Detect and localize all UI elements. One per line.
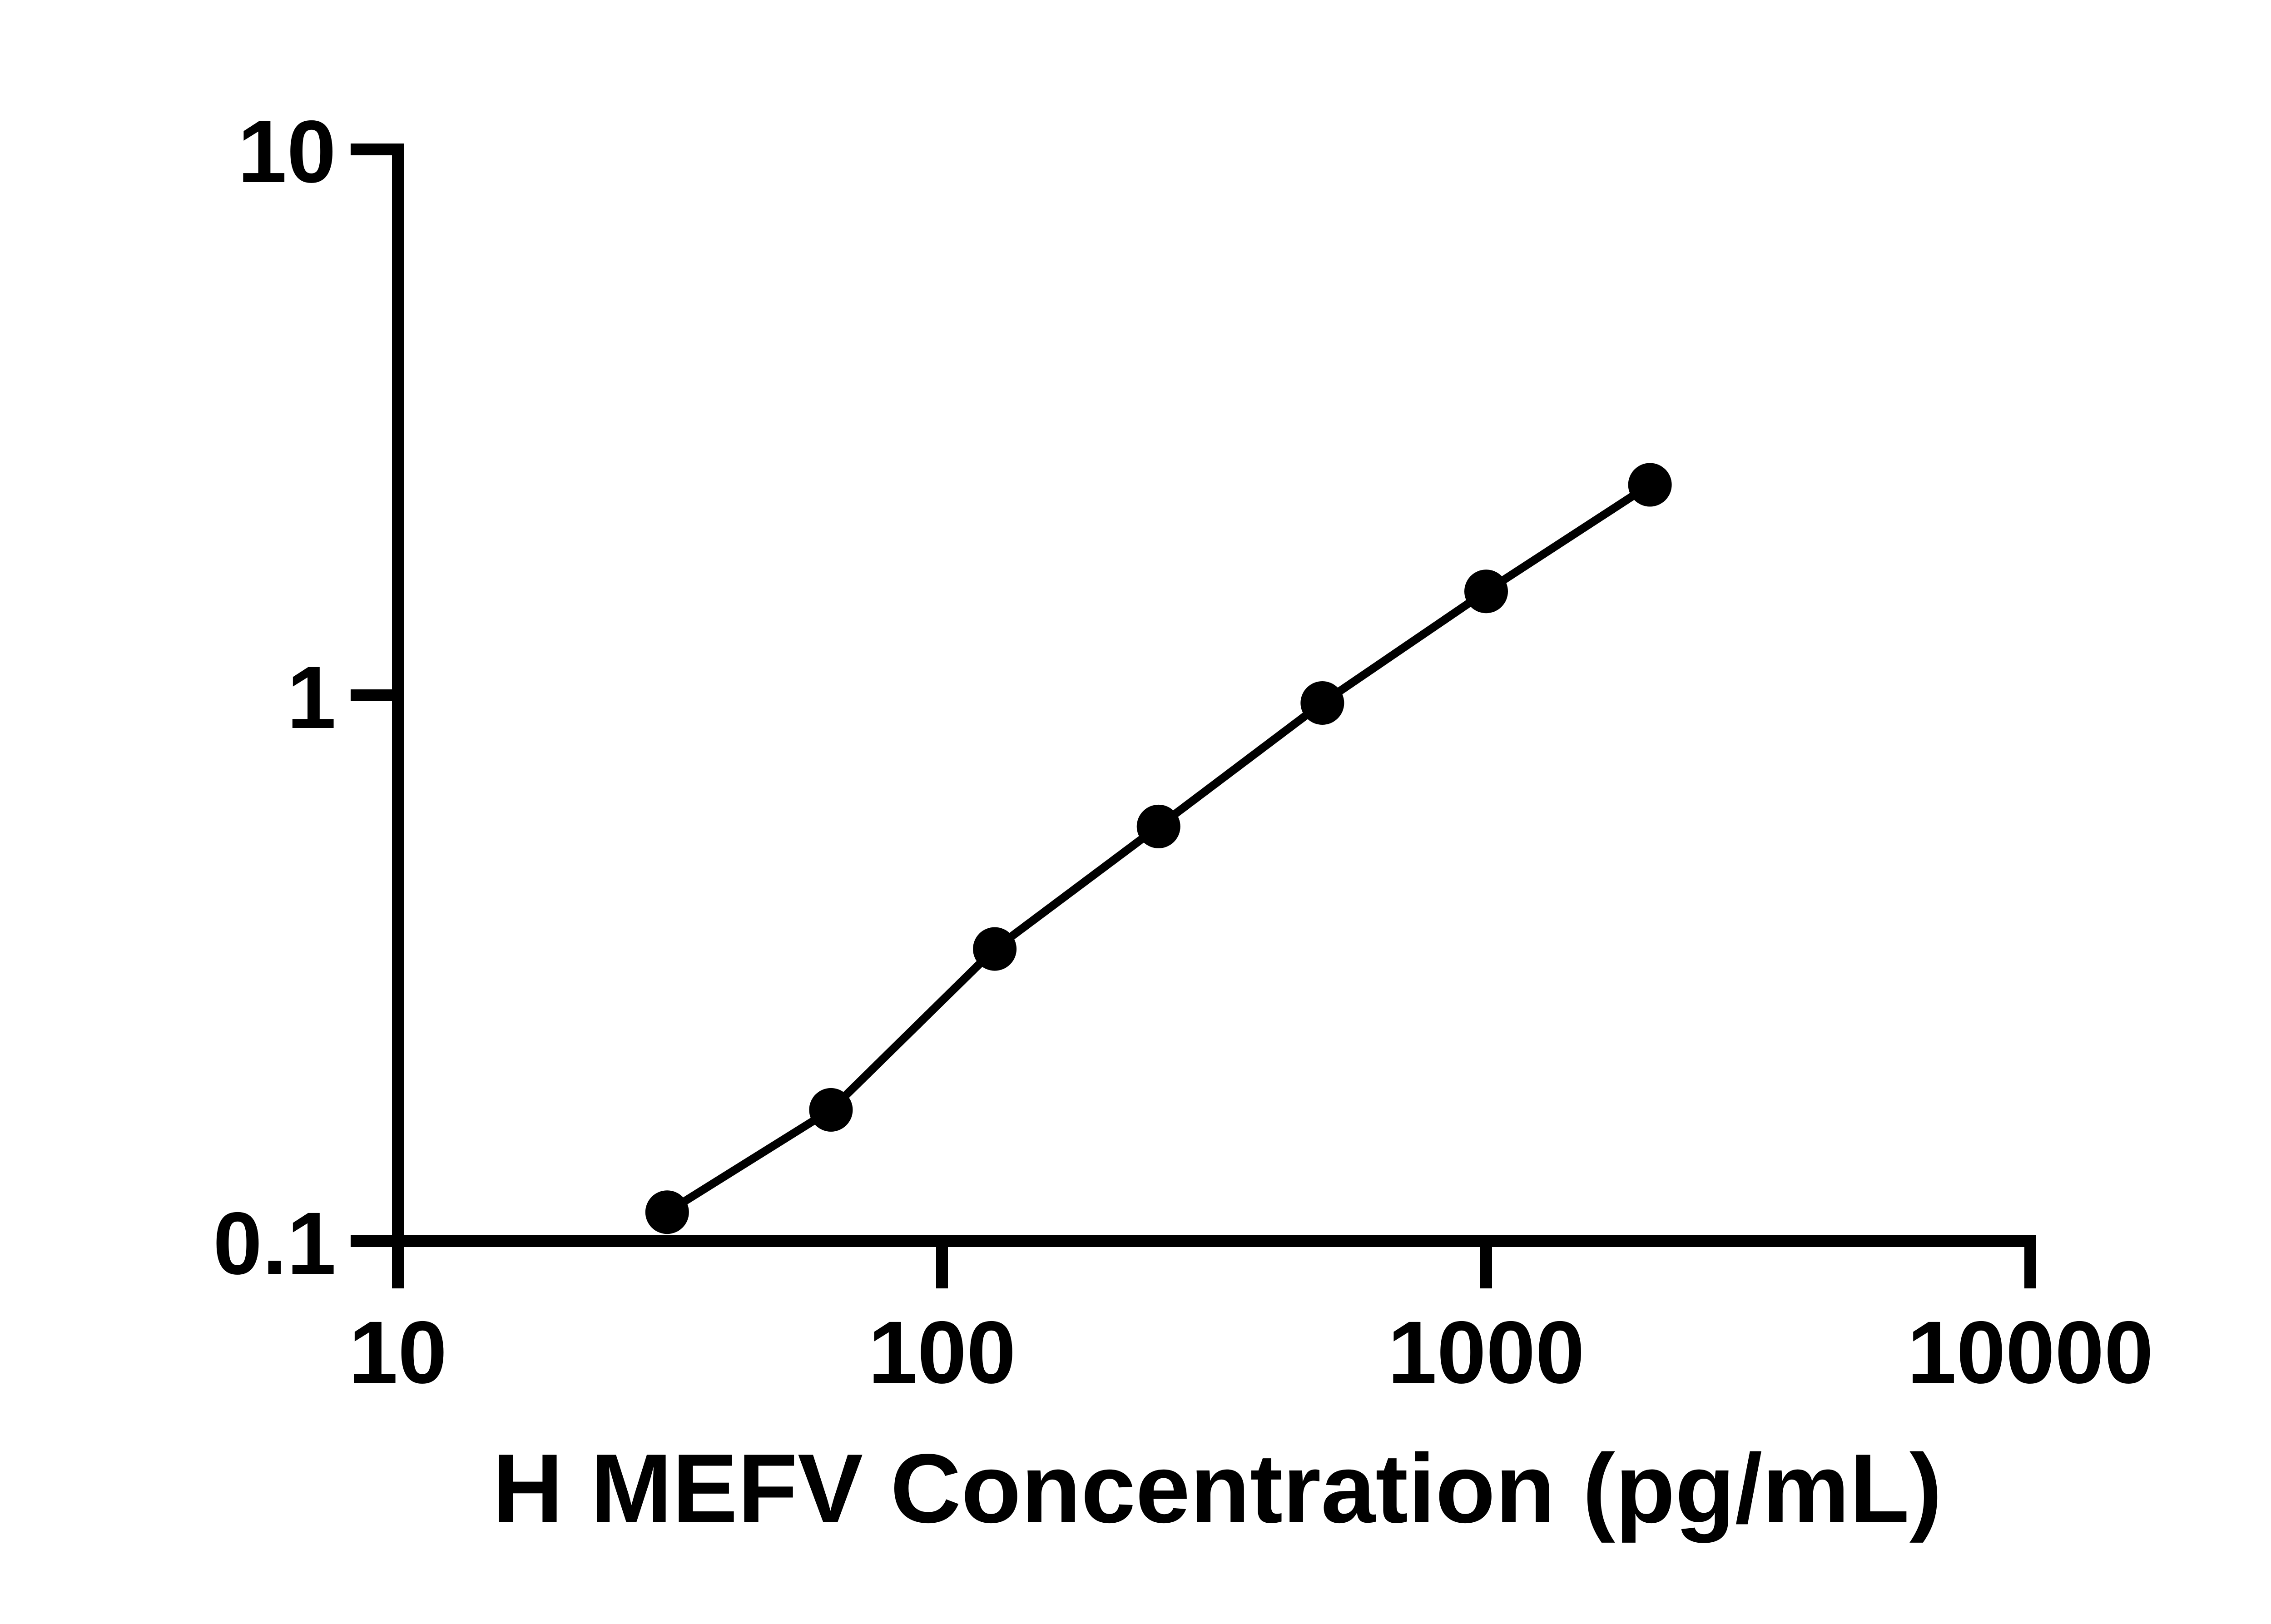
data-point [973,927,1017,971]
x-tick-label: 1000 [1388,1303,1585,1402]
x-tick-label: 10 [349,1303,447,1402]
x-axis-title: H MEFV Concentration (pg/mL) [492,1433,1942,1543]
data-point [1300,681,1344,725]
data-point [1464,569,1508,614]
data-point [1136,804,1180,848]
data-point [1628,463,1672,507]
plot-group [645,463,1672,1234]
data-point [809,1088,853,1132]
axes-group: 10 100 1000 10000 0.1 1 10 [213,102,2153,1402]
y-tick-label: 10 [238,102,336,201]
x-tick-label: 10000 [1907,1303,2153,1402]
x-tick-label: 100 [868,1303,1016,1402]
y-tick-label: 0.1 [213,1194,336,1293]
y-tick-label: 1 [287,648,336,747]
data-point [645,1190,689,1234]
